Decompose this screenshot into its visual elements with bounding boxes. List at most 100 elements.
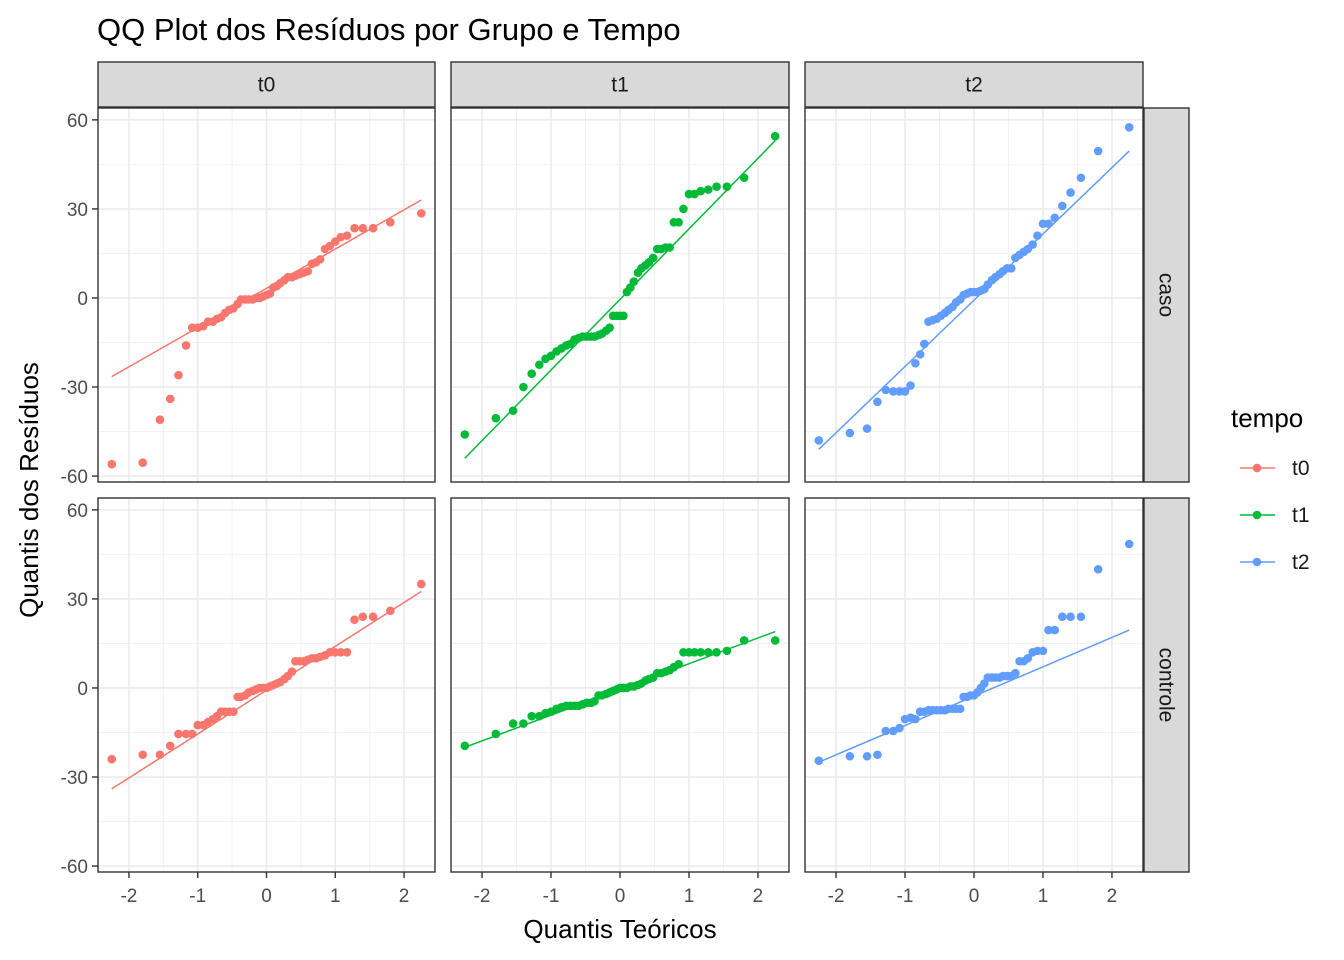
data-point: [814, 436, 824, 445]
data-point: [722, 646, 732, 656]
data-point: [1044, 219, 1053, 229]
panel-data: [107, 199, 426, 469]
data-point: [1066, 612, 1075, 622]
data-point: [648, 253, 658, 263]
data-point: [1006, 263, 1016, 273]
data-point: [881, 385, 891, 395]
data-point: [845, 428, 855, 438]
data-point: [315, 255, 325, 264]
legend-key-point-t2: [1252, 557, 1262, 567]
x-tick-label: -2: [828, 886, 845, 907]
data-point: [368, 612, 378, 622]
data-point: [229, 707, 238, 717]
data-point: [674, 659, 683, 669]
data-point: [181, 341, 191, 350]
data-point: [1124, 122, 1134, 132]
panel-border: [97, 107, 436, 483]
data-point: [629, 277, 639, 286]
data-point: [303, 266, 313, 276]
qq-reference-line: [818, 150, 1130, 450]
legend-key-point-t1: [1252, 510, 1262, 520]
data-point: [911, 358, 920, 368]
data-point: [416, 579, 426, 589]
data-point: [873, 397, 882, 407]
x-tick-label: 1: [330, 886, 341, 907]
data-point: [881, 726, 891, 736]
x-tick-label: 2: [753, 886, 764, 907]
panel-border: [450, 107, 790, 483]
data-point: [1076, 612, 1086, 622]
data-point: [519, 382, 528, 392]
data-point: [1038, 646, 1048, 656]
x-tick-label: 2: [399, 886, 410, 907]
y-tick-label: 30: [67, 200, 88, 221]
y-tick-label: 60: [67, 111, 88, 132]
data-point: [873, 750, 882, 760]
data-point: [895, 723, 904, 733]
legend-label-t2: t2: [1292, 551, 1310, 574]
data-point: [165, 741, 175, 751]
data-point: [679, 204, 688, 214]
panel-data: [107, 579, 426, 790]
data-point: [491, 729, 501, 739]
data-point: [605, 323, 614, 332]
data-point: [1050, 625, 1060, 635]
data-point: [416, 209, 426, 218]
x-tick-label: 1: [684, 886, 695, 907]
panel-data: [460, 131, 780, 459]
data-point: [358, 223, 368, 233]
panel-controle-t0: [97, 497, 436, 873]
data-point: [906, 381, 915, 390]
panel-border: [804, 107, 1144, 483]
strip-controle: [1143, 497, 1190, 873]
data-point: [107, 754, 117, 764]
data-point: [770, 636, 780, 645]
data-point: [368, 223, 378, 233]
data-point: [1028, 240, 1037, 249]
data-point: [712, 648, 721, 657]
data-point: [703, 185, 713, 194]
data-point: [342, 231, 352, 240]
strip-label-caso: caso: [1155, 273, 1178, 317]
data-point: [336, 648, 346, 657]
panel-controle-t2: [804, 497, 1144, 873]
data-point: [174, 729, 183, 739]
data-point: [1057, 201, 1067, 211]
data-point: [508, 719, 518, 728]
legend-title: tempo: [1231, 403, 1303, 433]
data-point: [915, 350, 925, 359]
strip-label-t2: t2: [965, 74, 983, 97]
data-point: [138, 458, 148, 468]
data-point: [674, 217, 683, 227]
y-tick-label: -60: [61, 857, 88, 878]
data-point: [155, 750, 165, 760]
qq-reference-line: [464, 140, 776, 459]
data-point: [350, 223, 359, 233]
data-point: [1011, 668, 1020, 678]
x-tick-label: 2: [1107, 886, 1118, 907]
data-point: [174, 370, 183, 380]
data-point: [722, 182, 732, 191]
data-point: [696, 648, 706, 657]
data-point: [690, 648, 699, 657]
data-point: [712, 182, 721, 191]
legend-label-t1: t1: [1292, 504, 1310, 527]
data-point: [358, 612, 368, 622]
strip-t2: [804, 61, 1144, 108]
y-axis: -60 -30 0 30 60 -60 -30 0 30 60: [61, 111, 98, 878]
data-point: [1057, 612, 1067, 622]
strip-label-t0: t0: [258, 74, 276, 97]
y-tick-label: -30: [61, 378, 88, 399]
data-point: [508, 406, 518, 416]
data-point: [862, 424, 872, 433]
x-tick-label: 0: [969, 886, 980, 907]
data-point: [665, 243, 674, 252]
data-point: [920, 339, 929, 349]
x-tick-label: -2: [474, 886, 491, 907]
y-tick-label: 0: [77, 679, 88, 700]
data-point: [527, 369, 537, 378]
x-tick-label: 0: [261, 886, 272, 907]
data-point: [527, 711, 537, 721]
facet-strips: t0 t1 t2 caso controle: [97, 61, 1190, 873]
